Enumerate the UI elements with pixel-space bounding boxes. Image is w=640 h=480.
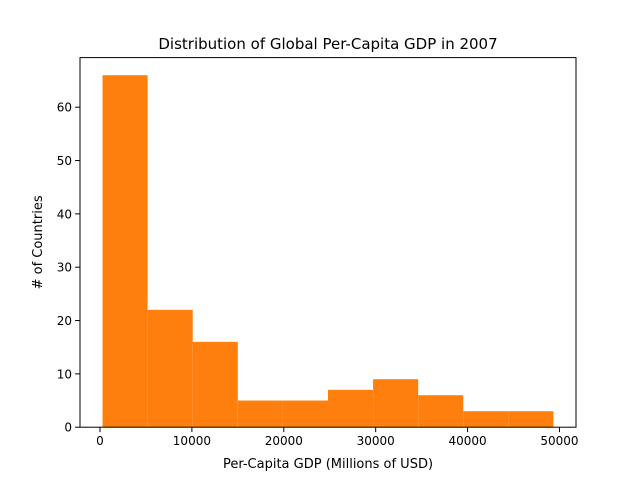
y-tick-label: 30 [57, 261, 72, 275]
x-axis-ticks: 0 10000 20000 30000 40000 50000 [96, 427, 579, 448]
y-tick-label: 60 [57, 101, 72, 115]
y-tick-label: 50 [57, 154, 72, 168]
histogram-bar-2 [147, 309, 193, 428]
histogram-bar-7 [373, 379, 419, 428]
histogram-bar-4 [237, 400, 283, 428]
y-tick-label: 0 [64, 421, 72, 435]
x-tick-label: 40000 [448, 434, 486, 448]
bars-group [102, 75, 554, 428]
histogram-bar-6 [328, 389, 374, 428]
plot-frame [79, 57, 577, 428]
x-tick-label: 50000 [540, 434, 578, 448]
y-axis-ticks: 0 10 20 30 40 50 60 [57, 101, 80, 435]
y-tick-label: 40 [57, 207, 72, 221]
y-tick-label: 20 [57, 314, 72, 328]
chart-title: Distribution of Global Per-Capita GDP in… [158, 35, 497, 53]
y-tick-label: 10 [57, 367, 72, 381]
x-tick-label: 10000 [173, 434, 211, 448]
histogram-bar-1 [102, 75, 148, 428]
histogram-bar-3 [192, 341, 238, 428]
histogram-bar-8 [418, 395, 464, 428]
x-tick-label: 0 [96, 434, 104, 448]
histogram-bar-10 [508, 411, 554, 428]
histogram-bar-5 [282, 400, 328, 428]
histogram-bar-9 [463, 411, 509, 428]
x-tick-label: 30000 [357, 434, 395, 448]
x-tick-label: 20000 [265, 434, 303, 448]
y-axis-label: # of Countries [31, 195, 46, 289]
x-axis-label: Per-Capita GDP (Millions of USD) [223, 457, 433, 472]
